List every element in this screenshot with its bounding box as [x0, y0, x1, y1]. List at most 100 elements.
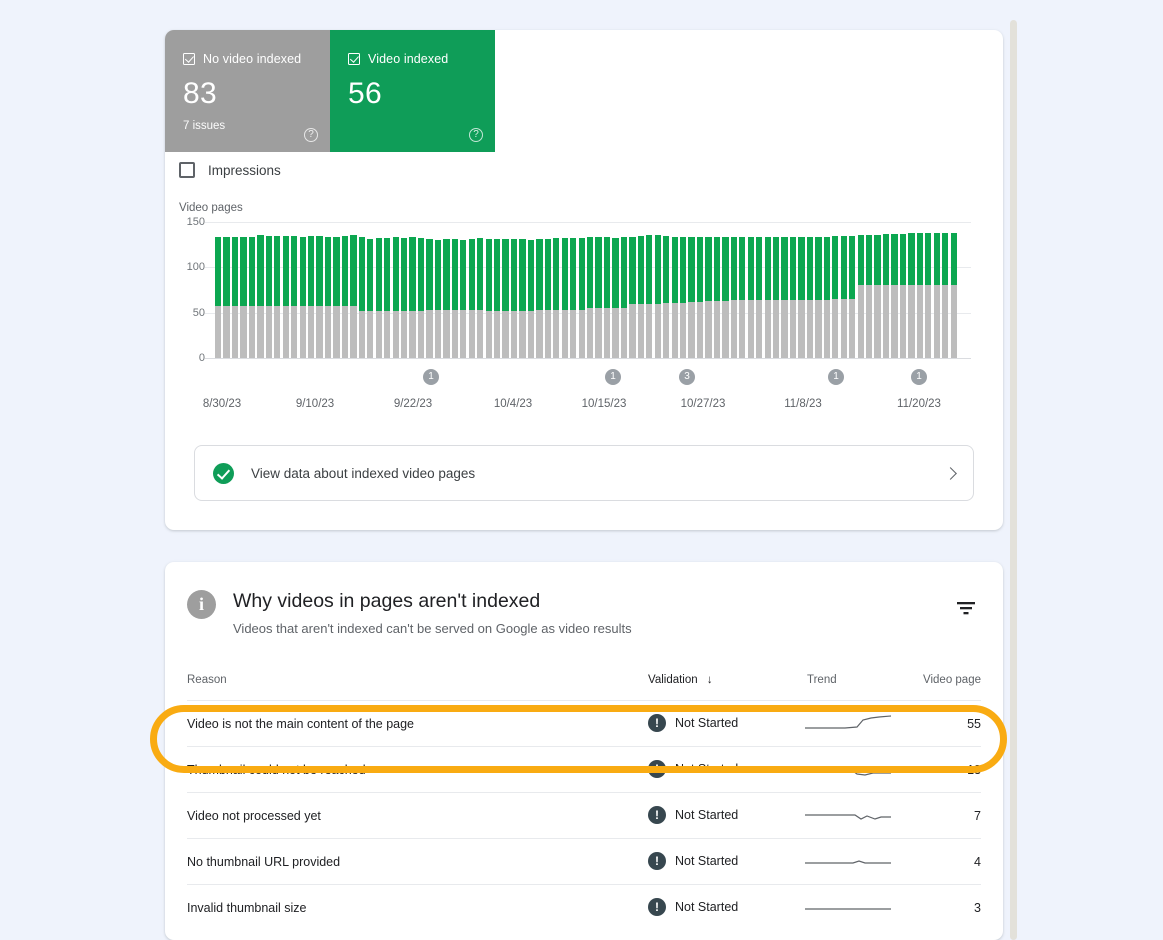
chart-bar[interactable]	[646, 234, 653, 358]
column-header-validation[interactable]: Validation ↓	[648, 674, 713, 686]
chart-bar[interactable]	[849, 235, 856, 358]
chart-bar[interactable]	[494, 239, 501, 358]
filter-icon[interactable]	[955, 600, 977, 621]
chart-bar[interactable]	[460, 240, 467, 358]
chart-bar[interactable]	[443, 239, 450, 358]
chart-bar[interactable]	[426, 239, 433, 358]
chart-bar[interactable]	[620, 237, 628, 358]
chart-bar[interactable]	[671, 236, 678, 358]
chart-annotation-marker[interactable]: 1	[828, 369, 844, 385]
chart-bar[interactable]	[882, 233, 890, 358]
chart-bar[interactable]	[798, 236, 805, 358]
chart-annotation-marker[interactable]: 1	[911, 369, 927, 385]
chart-bar[interactable]	[789, 236, 797, 358]
table-row[interactable]: No thumbnail URL provided! Not Started 4	[187, 838, 981, 884]
chart-bar[interactable]	[815, 236, 822, 358]
chart-bar[interactable]	[468, 239, 475, 358]
chart-bar[interactable]	[722, 237, 729, 358]
chart-bar[interactable]	[713, 237, 721, 358]
chart-bar[interactable]	[570, 238, 577, 358]
chart-bar[interactable]	[333, 236, 340, 358]
chart-bar[interactable]	[485, 239, 492, 358]
chart-bar[interactable]	[942, 232, 949, 358]
metric-tile-video-indexed[interactable]: Video indexed 56?	[330, 30, 495, 152]
chart-bar[interactable]	[358, 237, 366, 358]
chart-bar[interactable]	[350, 234, 357, 358]
chart-bar[interactable]	[215, 236, 222, 358]
chart-bar[interactable]	[629, 236, 636, 358]
chart-bar[interactable]	[502, 239, 509, 358]
chart-bar[interactable]	[663, 235, 670, 358]
chart-bar[interactable]	[308, 235, 315, 358]
chart-bar[interactable]	[637, 235, 645, 358]
chart-bar[interactable]	[367, 239, 374, 358]
chart-bar[interactable]	[240, 236, 247, 358]
chart-bar[interactable]	[510, 239, 518, 358]
help-icon[interactable]: ?	[304, 128, 318, 142]
chart-bar[interactable]	[316, 235, 323, 358]
chart-bar[interactable]	[291, 235, 298, 358]
chart-bar[interactable]	[696, 236, 704, 358]
view-indexed-video-pages-banner[interactable]: View data about indexed video pages	[194, 445, 974, 501]
chart-bar[interactable]	[840, 235, 847, 358]
chart-bar[interactable]	[561, 238, 568, 358]
chart-bar[interactable]	[231, 236, 239, 358]
chart-bar[interactable]	[823, 236, 831, 358]
chart-annotation-marker[interactable]: 1	[423, 369, 439, 385]
chart-bar[interactable]	[527, 240, 535, 358]
chart-bar[interactable]	[764, 237, 771, 358]
table-row[interactable]: Video is not the main content of the pag…	[187, 700, 981, 746]
chart-bar[interactable]	[950, 232, 957, 358]
table-row[interactable]: Invalid thumbnail size! Not Started 3	[187, 884, 981, 930]
chart-bar[interactable]	[477, 238, 484, 358]
chart-bar[interactable]	[257, 234, 264, 358]
tile-checkbox-icon[interactable]	[348, 53, 360, 65]
chart-bar[interactable]	[756, 237, 763, 358]
chart-bar[interactable]	[866, 234, 873, 358]
impressions-toggle[interactable]: Impressions	[179, 162, 281, 178]
chart-bar[interactable]	[553, 238, 560, 358]
chart-bar[interactable]	[874, 234, 881, 358]
chart-bar[interactable]	[595, 237, 602, 358]
chart-bar[interactable]	[417, 238, 425, 358]
metric-tile-no-video-indexed[interactable]: No video indexed 83 7 issues?	[165, 30, 330, 152]
chart-bar[interactable]	[248, 236, 256, 358]
chart-bar[interactable]	[451, 239, 459, 358]
chart-bar[interactable]	[578, 238, 585, 358]
chart-bar[interactable]	[891, 233, 898, 358]
chart-bar[interactable]	[603, 237, 611, 358]
chart-bar[interactable]	[384, 238, 391, 358]
chart-bar[interactable]	[274, 235, 281, 358]
chart-bar[interactable]	[654, 234, 661, 358]
chart-bar[interactable]	[223, 236, 230, 358]
chart-bar[interactable]	[324, 236, 332, 358]
page-scrollbar[interactable]	[1010, 20, 1017, 940]
tile-checkbox-icon[interactable]	[183, 53, 195, 65]
chart-bar[interactable]	[401, 238, 408, 358]
table-row[interactable]: Video not processed yet! Not Started 7	[187, 792, 981, 838]
chart-annotation-marker[interactable]: 3	[679, 369, 695, 385]
chart-bar[interactable]	[781, 236, 788, 358]
chart-bar[interactable]	[773, 237, 780, 358]
help-icon[interactable]: ?	[469, 128, 483, 142]
chart-bar[interactable]	[299, 236, 306, 358]
chart-bar[interactable]	[739, 237, 746, 358]
table-row[interactable]: Thumbnail could not be reached! Not Start…	[187, 746, 981, 792]
chart-bar[interactable]	[908, 232, 915, 358]
chevron-right-icon[interactable]	[944, 466, 957, 480]
chart-bar[interactable]	[519, 239, 526, 358]
chart-bar[interactable]	[680, 236, 687, 358]
chart-bar[interactable]	[688, 236, 695, 358]
chart-bar[interactable]	[612, 238, 619, 358]
chart-bar[interactable]	[282, 235, 289, 358]
chart-bar[interactable]	[705, 236, 712, 358]
chart-bar[interactable]	[857, 234, 864, 358]
chart-bar[interactable]	[265, 235, 273, 358]
chart-bar[interactable]	[747, 237, 754, 358]
chart-bar[interactable]	[899, 233, 907, 358]
chart-bar[interactable]	[832, 235, 839, 358]
chart-bar[interactable]	[536, 239, 543, 358]
chart-bar[interactable]	[375, 238, 382, 358]
chart-bar[interactable]	[544, 239, 552, 358]
chart-bar[interactable]	[730, 237, 738, 358]
